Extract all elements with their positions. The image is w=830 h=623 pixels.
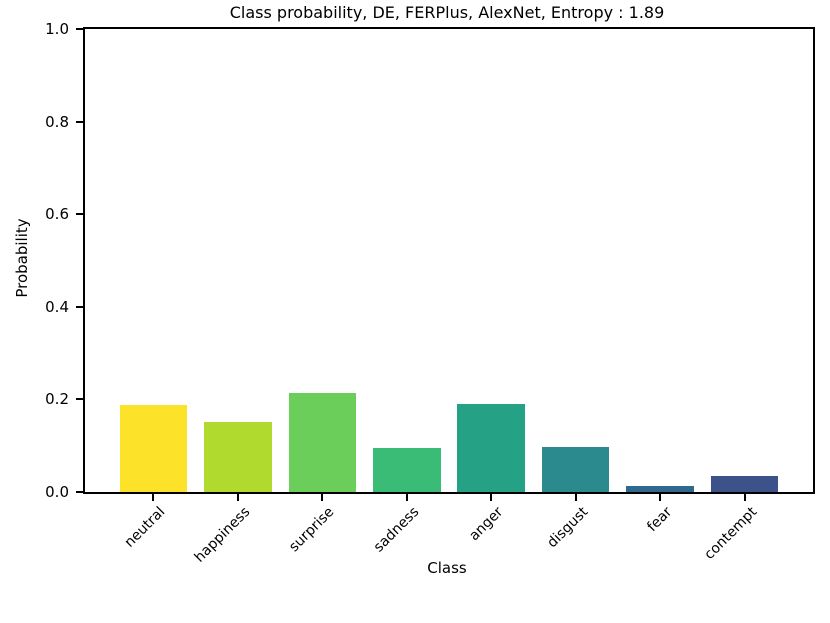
- x-tick-mark: [574, 494, 577, 501]
- x-tick-mark: [405, 494, 408, 501]
- y-tick-mark: [76, 305, 84, 308]
- y-tick-mark: [76, 398, 84, 401]
- y-tick-label: 0.6: [45, 205, 69, 224]
- x-tick-mark: [152, 494, 155, 501]
- bar-neutral: [119, 404, 188, 492]
- y-tick-label: 0.2: [45, 390, 69, 409]
- y-tick-mark: [76, 120, 84, 123]
- y-tick-mark: [76, 491, 84, 493]
- bar-fear: [626, 485, 694, 492]
- bar-sadness: [372, 448, 441, 492]
- x-tick-mark: [743, 494, 746, 501]
- x-axis-label: Class: [427, 559, 467, 577]
- x-tick-mark: [321, 494, 324, 501]
- x-tick-mark: [490, 494, 493, 501]
- y-axis-label: Probability: [13, 218, 31, 298]
- bar-contempt: [710, 475, 779, 492]
- bar-surprise: [288, 393, 357, 492]
- y-tick-mark: [76, 213, 84, 216]
- y-tick-label: 0.0: [45, 483, 69, 501]
- y-tick-mark: [76, 28, 84, 30]
- y-tick-label: 0.4: [45, 297, 69, 316]
- plot-area: neutral happiness surprise sadness anger disg…: [45, 20, 815, 566]
- bar-happiness: [204, 422, 272, 492]
- y-tick-label: 0.8: [45, 112, 69, 131]
- bar-disgust: [541, 446, 610, 492]
- bar-anger: [457, 403, 525, 492]
- x-tick-mark: [659, 494, 662, 501]
- y-tick-label: 1.0: [45, 20, 69, 38]
- chart-title: Class probability, DE, FERPlus, AlexNet,…: [229, 3, 665, 22]
- x-tick-mark: [236, 494, 239, 501]
